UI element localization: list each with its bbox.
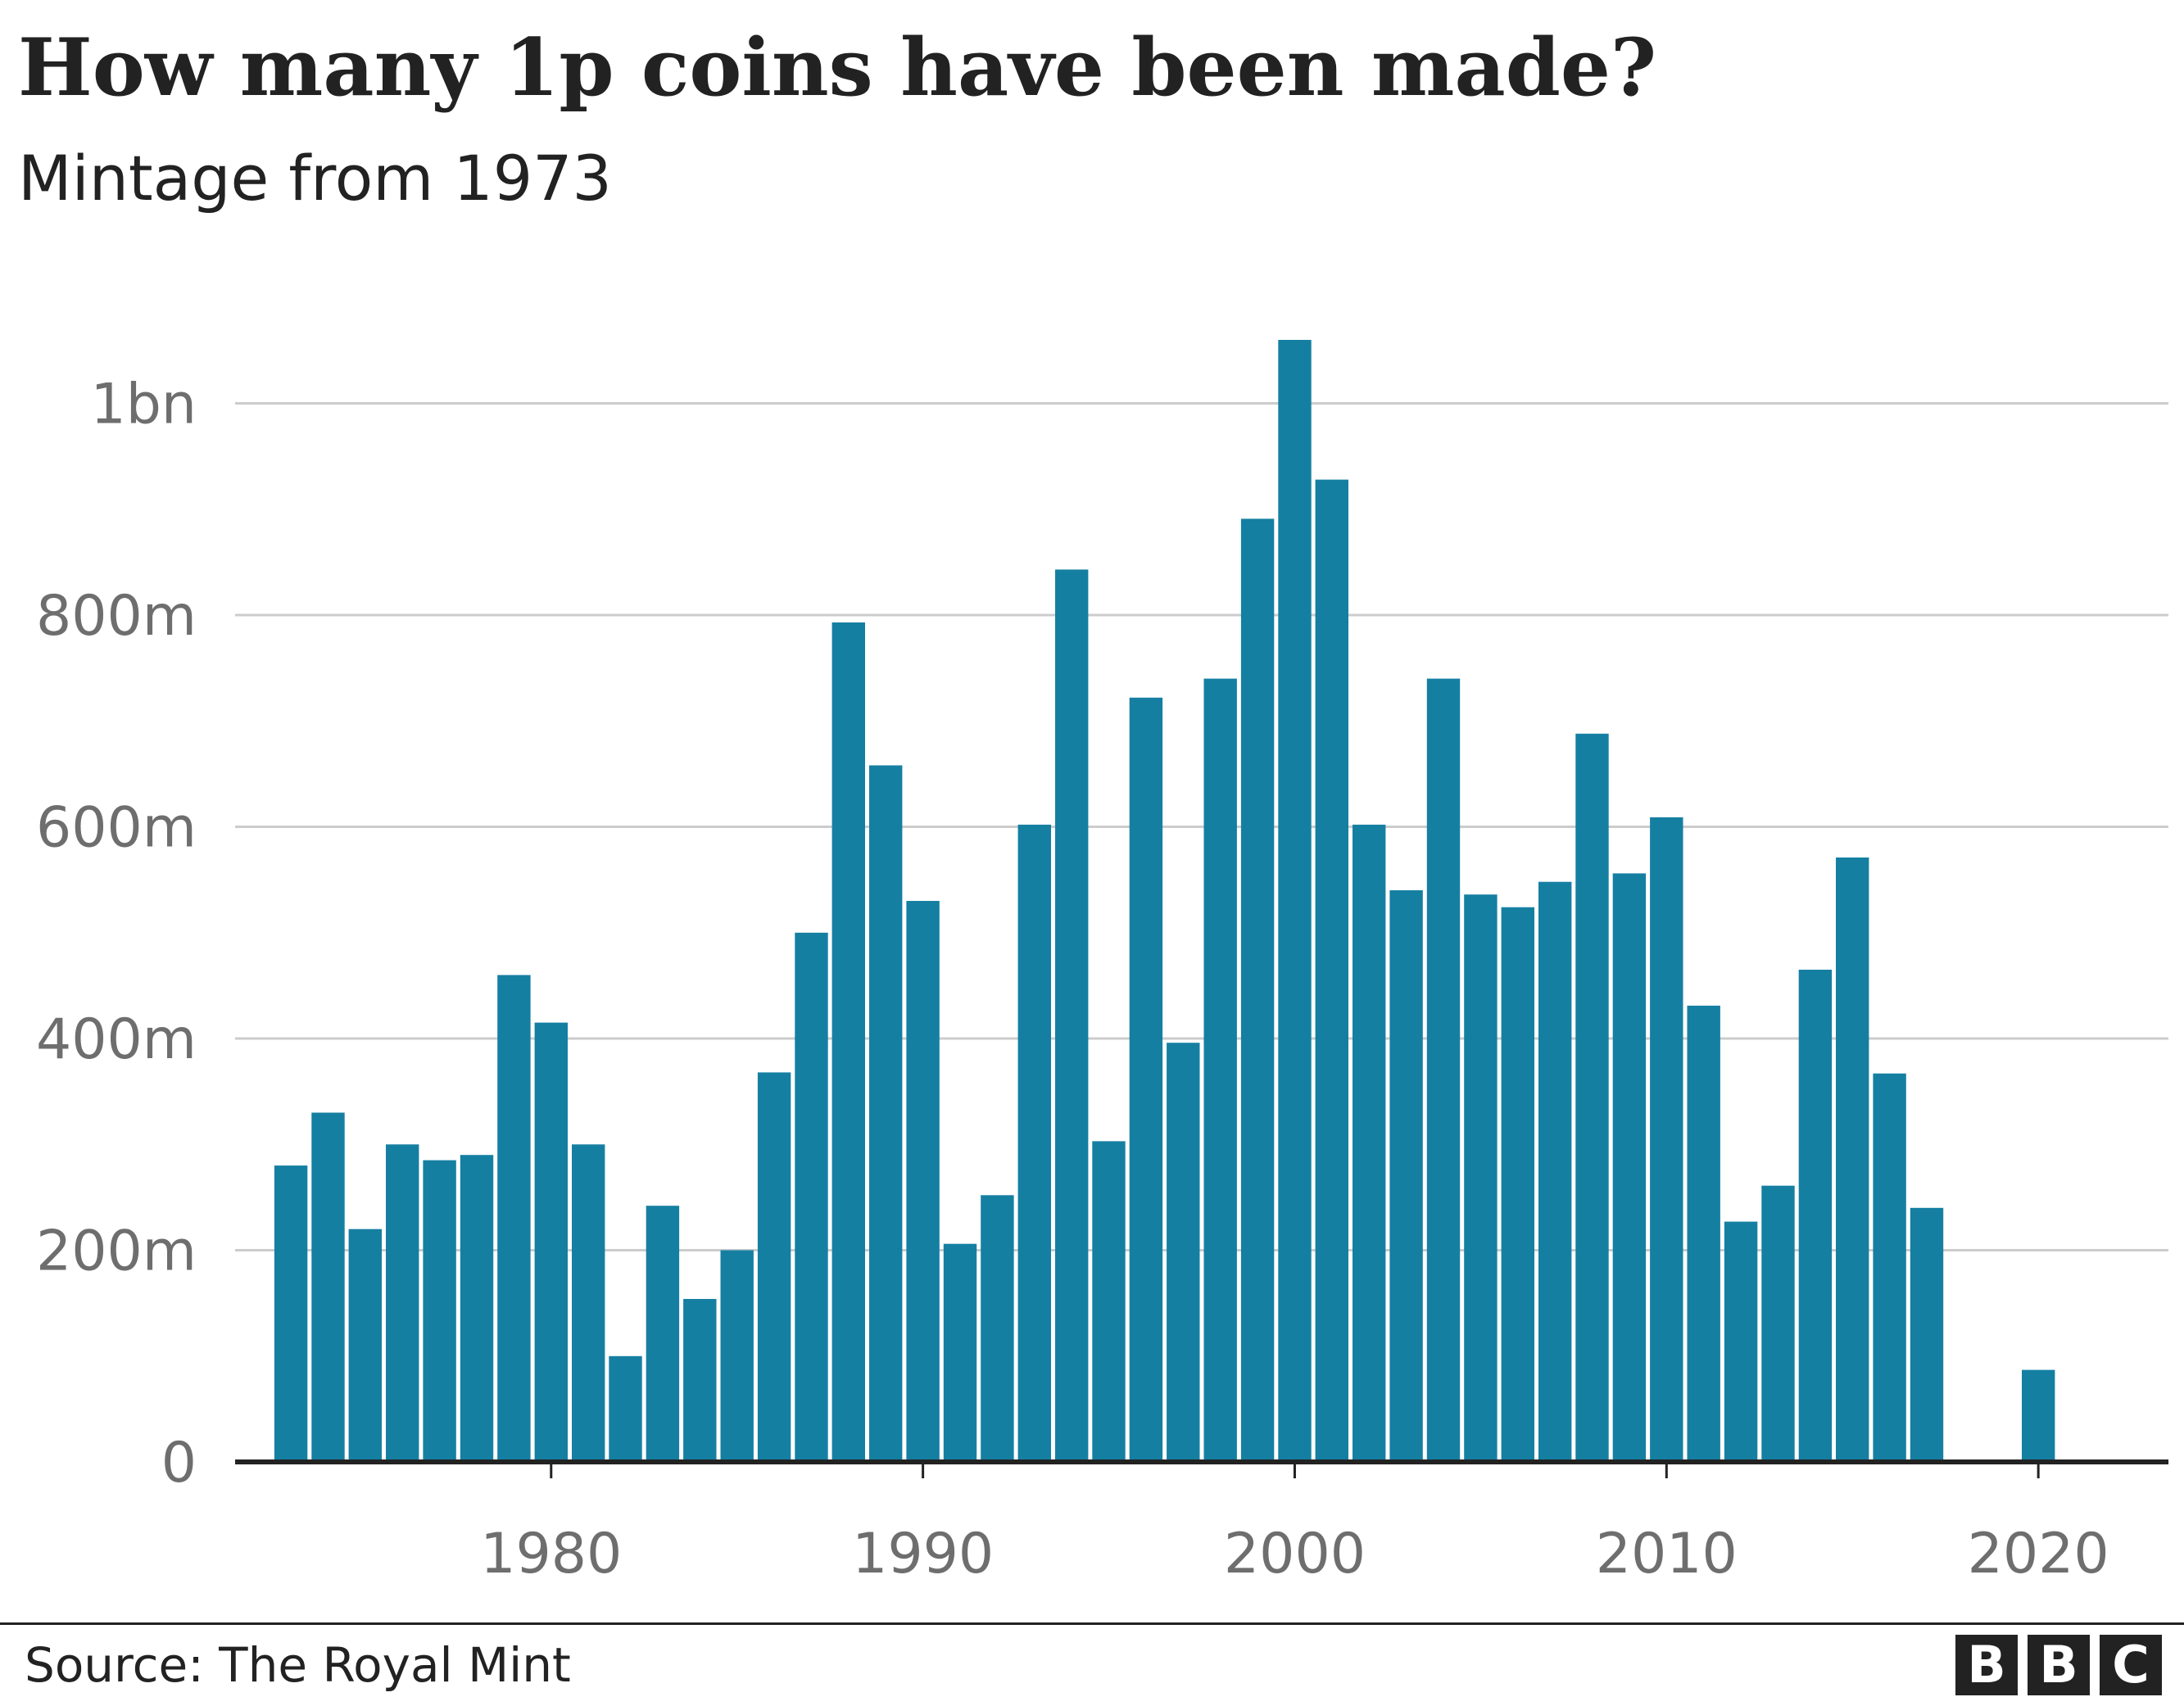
bar-1984 bbox=[683, 1299, 717, 1462]
y-tick-label: 1bn bbox=[90, 373, 197, 437]
bar-2008 bbox=[1575, 733, 1609, 1462]
source-note: Source: The Royal Mint bbox=[25, 1637, 571, 1693]
bar-2003 bbox=[1389, 890, 1423, 1462]
bar-1995 bbox=[1092, 1141, 1126, 1462]
bar-1996 bbox=[1129, 697, 1163, 1462]
bar-1988 bbox=[831, 622, 865, 1462]
chart-subtitle: Mintage from 1973 bbox=[18, 142, 612, 215]
bar-1999 bbox=[1240, 518, 1275, 1462]
bar-2015 bbox=[1836, 858, 1869, 1462]
bar-1998 bbox=[1203, 678, 1237, 1462]
bar-1986 bbox=[757, 1072, 791, 1462]
bar-1985 bbox=[720, 1250, 754, 1462]
bar-2007 bbox=[1538, 881, 1572, 1462]
bar-2004 bbox=[1426, 678, 1461, 1462]
bar-2011 bbox=[1687, 1005, 1720, 1462]
bbc-logo: B B C bbox=[1955, 1635, 2162, 1695]
x-tick-label: 1990 bbox=[852, 1522, 994, 1586]
bbc-logo-letter: B bbox=[1955, 1635, 2018, 1695]
bar-1979 bbox=[497, 975, 531, 1462]
x-tick-label: 1980 bbox=[480, 1522, 622, 1586]
bar-1980 bbox=[534, 1022, 568, 1462]
y-tick-label: 600m bbox=[36, 796, 197, 861]
x-tick-label: 2020 bbox=[1968, 1522, 2109, 1586]
bar-1975 bbox=[348, 1229, 382, 1462]
bar-2012 bbox=[1724, 1221, 1758, 1462]
x-axis: 1980 1990 2000 2010 2020 bbox=[235, 1459, 2168, 1586]
bar-2017 bbox=[1910, 1207, 1944, 1462]
bar-1977 bbox=[423, 1160, 456, 1462]
bar-2009 bbox=[1612, 873, 1647, 1462]
bar-1981 bbox=[572, 1144, 605, 1463]
bar-1997 bbox=[1167, 1043, 1200, 1462]
x-tick-label: 2000 bbox=[1224, 1522, 1366, 1586]
bar-1987 bbox=[795, 932, 828, 1463]
bar-1973 bbox=[274, 1165, 308, 1462]
x-tick-label: 2010 bbox=[1596, 1522, 1738, 1586]
y-tick-label: 400m bbox=[36, 1007, 197, 1072]
bar-1983 bbox=[646, 1206, 680, 1462]
bar-2013 bbox=[1761, 1185, 1795, 1462]
bar-2014 bbox=[1798, 970, 1833, 1462]
bar-1978 bbox=[460, 1155, 494, 1462]
bar-chart: 0 200m 400m 600m 800m 1bn 1980 1990 2000 2010 202… bbox=[36, 340, 2168, 1586]
bar-2001 bbox=[1315, 479, 1348, 1462]
bar-2005 bbox=[1464, 894, 1498, 1462]
bar-2002 bbox=[1353, 824, 1386, 1462]
bar-2000 bbox=[1278, 340, 1312, 1462]
bar-1990 bbox=[906, 901, 940, 1462]
bar-1974 bbox=[311, 1112, 345, 1462]
bar-1991 bbox=[943, 1243, 977, 1462]
footer-divider bbox=[0, 1622, 2184, 1625]
bar-1989 bbox=[869, 765, 903, 1462]
chart-title: How many 1p coins have been made? bbox=[18, 21, 1657, 114]
bbc-logo-letter: B bbox=[2028, 1635, 2090, 1695]
y-tick-label: 0 bbox=[161, 1431, 197, 1496]
bar-1982 bbox=[609, 1355, 642, 1463]
bbc-logo-letter: C bbox=[2100, 1635, 2162, 1695]
y-axis-ticks: 0 200m 400m 600m 800m 1bn bbox=[36, 373, 197, 1496]
bar-1993 bbox=[1017, 824, 1051, 1462]
bar-2010 bbox=[1650, 817, 1683, 1462]
y-tick-label: 200m bbox=[36, 1220, 197, 1284]
bar-2020 bbox=[2022, 1369, 2055, 1462]
bar-1976 bbox=[386, 1144, 419, 1463]
bar-1992 bbox=[981, 1195, 1014, 1462]
y-tick-label: 800m bbox=[36, 584, 197, 649]
bars bbox=[274, 340, 2055, 1463]
bar-2016 bbox=[1873, 1073, 1906, 1462]
bar-2006 bbox=[1501, 907, 1534, 1462]
bar-1994 bbox=[1055, 569, 1089, 1462]
